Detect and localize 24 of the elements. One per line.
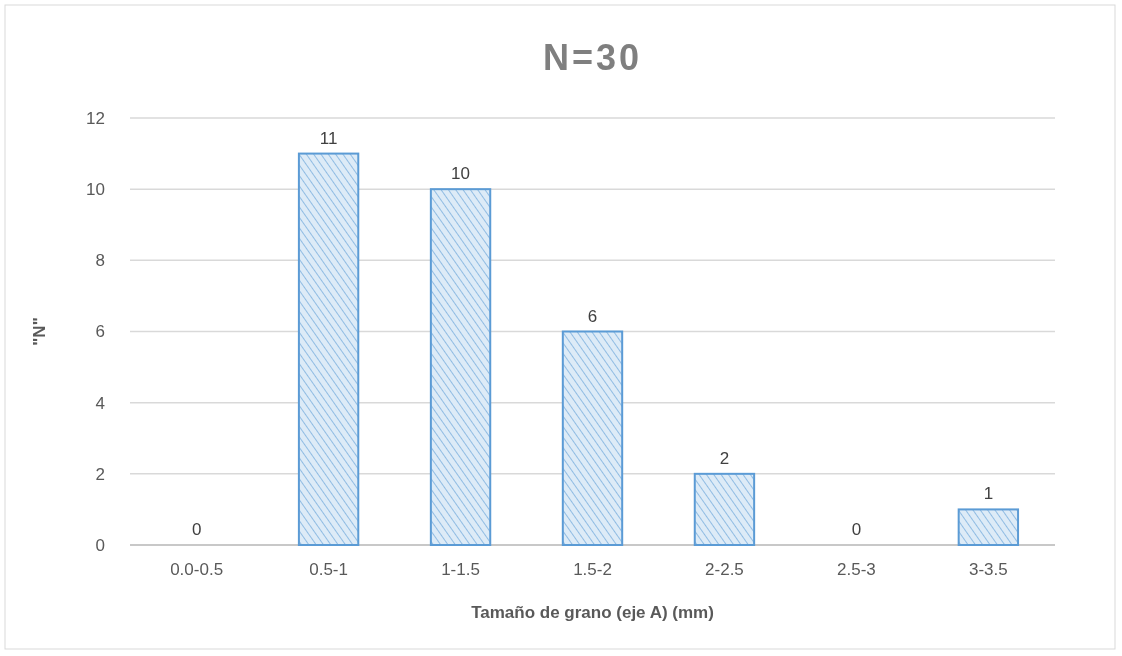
y-tick-label: 10 [86,180,105,200]
data-label: 11 [319,128,338,148]
y-tick-label: 2 [95,464,105,484]
x-tick-label: 0.5-1 [309,560,348,579]
data-label: 6 [587,306,598,326]
data-label: 2 [719,448,730,468]
y-axis-title: "N" [30,317,49,346]
y-tick-label: 12 [86,108,105,128]
y-tick-label: 4 [95,393,105,413]
data-label: 1 [983,484,994,504]
y-tick-label: 8 [95,251,105,271]
x-tick-label: 1.5-2 [573,560,612,579]
x-tick-label: 3-3.5 [968,560,1008,579]
x-tick-label: 1-1.5 [441,560,480,579]
x-tick-label: 0.0-0.5 [170,560,224,579]
data-label: 0 [851,520,862,539]
data-label: 0 [191,520,202,539]
x-tick-label: 2-2.5 [705,560,744,579]
chart-title: N=30 [542,37,643,78]
x-tick-label: 2.5-3 [837,560,876,579]
y-tick-label: 6 [95,322,105,342]
y-tick-label: 0 [95,535,105,555]
x-axis-title: Tamaño de grano (eje A) (mm) [471,603,714,622]
data-label: 10 [451,164,471,184]
